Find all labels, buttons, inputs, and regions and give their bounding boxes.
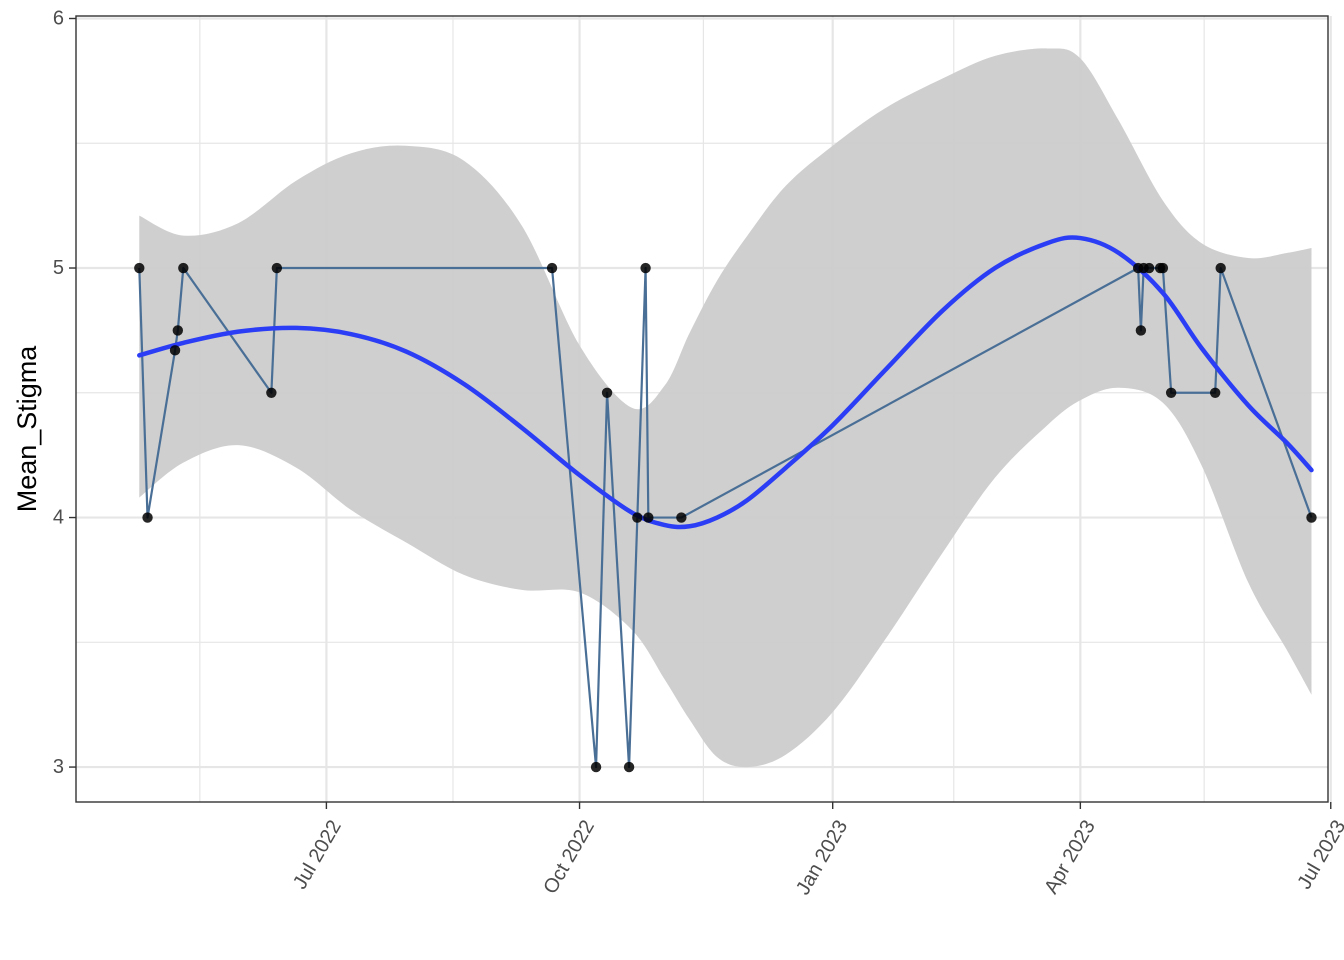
plot-panel-border [75, 15, 1329, 803]
data-point [1135, 325, 1147, 336]
data-point [169, 345, 181, 356]
x-axis: Jul 2022 Oct 2022 Jan 2023 Apr 2023 Jul 2023 [289, 802, 1344, 899]
observed-points [134, 262, 1317, 773]
confidence-ribbon [139, 48, 1312, 768]
y-tick-label: 3 [53, 756, 64, 778]
data-point [266, 387, 277, 398]
y-tick-label: 6 [53, 7, 64, 29]
data-point [178, 262, 189, 274]
data-point [1165, 387, 1177, 398]
data-point [601, 387, 613, 398]
data-point [271, 262, 283, 274]
data-point [623, 761, 635, 773]
data-point [590, 761, 602, 773]
smooth-trend-series [137, 235, 1314, 530]
x-tick-label: Jan 2023 [792, 817, 852, 899]
x-tick-label: Apr 2023 [1040, 817, 1100, 898]
y-tick-label: 4 [53, 507, 64, 529]
data-point [643, 512, 654, 523]
data-point [1157, 262, 1169, 274]
data-point [546, 262, 558, 274]
data-point [134, 262, 145, 274]
y-axis: 3 4 5 6 [53, 7, 76, 778]
y-tick-label: 5 [53, 257, 64, 279]
smooth-trend-line [137, 235, 1314, 530]
data-point [1306, 512, 1317, 523]
data-point [1143, 262, 1155, 274]
data-point [172, 325, 184, 336]
data-point [1209, 387, 1221, 398]
x-tick-label: Jul 2023 [1293, 817, 1344, 893]
y-axis-title: Mean_Stigma [12, 345, 42, 513]
data-point [142, 512, 153, 523]
data-point [676, 512, 687, 523]
x-tick-label: Oct 2022 [539, 817, 599, 898]
data-point [1215, 262, 1226, 274]
data-point [632, 512, 643, 523]
confidence-band [139, 48, 1312, 768]
x-tick-label: Jul 2022 [289, 817, 346, 893]
data-point [640, 262, 651, 274]
